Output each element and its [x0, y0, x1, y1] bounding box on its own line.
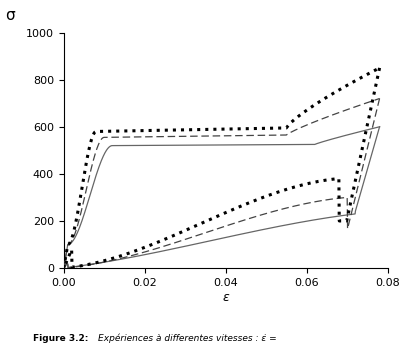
Text: σ: σ	[5, 8, 15, 23]
Text: Expériences à differentes vitesses : ε̇ =: Expériences à differentes vitesses : ε̇ …	[98, 334, 276, 343]
X-axis label: ε: ε	[222, 290, 229, 304]
Text: Figure 3.2:: Figure 3.2:	[33, 334, 91, 343]
